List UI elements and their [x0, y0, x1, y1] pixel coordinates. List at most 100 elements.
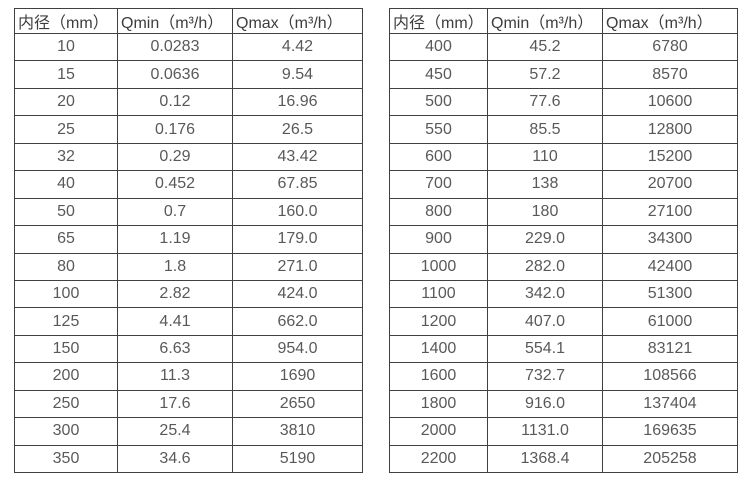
table-cell-0: 80	[14, 252, 118, 281]
table-cell-2: 61000	[602, 307, 738, 336]
table-cell-2: 10600	[602, 87, 738, 117]
table-cell-0: 1600	[389, 362, 488, 391]
table-cell-2: 67.85	[232, 170, 363, 199]
header-cell-1: Qmin（m³/h）	[487, 8, 603, 34]
table-cell-0: 550	[389, 115, 488, 144]
table-cell-2: 205258	[602, 444, 738, 474]
table-cell-1: 282.0	[487, 252, 603, 281]
table-row: 450 57.2 8570	[389, 60, 738, 89]
table-cell-1: 0.0283	[117, 32, 233, 62]
table-row: 125 4.41 662.0	[14, 307, 363, 336]
table-cell-0: 1100	[389, 279, 488, 309]
table-row: 65 1.19 179.0	[14, 225, 363, 254]
table-cell-1: 180	[487, 197, 603, 227]
table-row: 900 229.0 34300	[389, 225, 738, 254]
table-cell-1: 85.5	[487, 115, 603, 144]
table-cell-0: 700	[389, 170, 488, 199]
table-cell-0: 40	[14, 170, 118, 199]
table-row: 2200 1368.4 205258	[389, 444, 738, 474]
table-cell-1: 407.0	[487, 307, 603, 336]
table-cell-0: 800	[389, 197, 488, 227]
table-cell-1: 0.7	[117, 197, 233, 227]
table-cell-2: 3810	[232, 417, 363, 446]
table-cell-1: 25.4	[117, 417, 233, 446]
table-row: 80 1.8 271.0	[14, 252, 363, 281]
table-cell-0: 350	[14, 444, 118, 474]
table-row: 25 0.176 26.5	[14, 115, 363, 144]
table-cell-0: 15	[14, 60, 118, 89]
table-cell-0: 250	[14, 389, 118, 419]
table-cell-2: 4.42	[232, 32, 363, 62]
table-cell-0: 900	[389, 225, 488, 254]
table-cell-1: 1.8	[117, 252, 233, 281]
table-cell-0: 400	[389, 32, 488, 62]
table-cell-0: 25	[14, 115, 118, 144]
table-cell-2: 9.54	[232, 60, 363, 89]
table-row: 1400 554.1 83121	[389, 334, 738, 364]
table-cell-1: 0.12	[117, 87, 233, 117]
table-cell-1: 0.452	[117, 170, 233, 199]
table-row: 200 11.3 1690	[14, 362, 363, 391]
table-cell-2: 108566	[602, 362, 738, 391]
table-cell-1: 0.0636	[117, 60, 233, 89]
table-cell-1: 732.7	[487, 362, 603, 391]
table-cell-1: 2.82	[117, 279, 233, 309]
table-cell-2: 12800	[602, 115, 738, 144]
table-cell-0: 100	[14, 279, 118, 309]
table-cell-1: 6.63	[117, 334, 233, 364]
table-row: 350 34.6 5190	[14, 444, 363, 474]
table-cell-1: 0.176	[117, 115, 233, 144]
flow-rate-table-small-diameters: 内径（mm） Qmin（m³/h） Qmax（m³/h） 10 0.0283 4.42 15…	[14, 8, 363, 474]
table-cell-2: 6780	[602, 32, 738, 62]
table-cell-1: 138	[487, 170, 603, 199]
table-row: 600 110 15200	[389, 142, 738, 172]
table-cell-0: 150	[14, 334, 118, 364]
header-cell-0: 内径（mm）	[14, 8, 118, 34]
table-row: 400 45.2 6780	[389, 32, 738, 62]
table-row: 1000 282.0 42400	[389, 252, 738, 281]
table-row: 500 77.6 10600	[389, 87, 738, 117]
table-row: 1200 407.0 61000	[389, 307, 738, 336]
table-row: 300 25.4 3810	[14, 417, 363, 446]
table-cell-0: 200	[14, 362, 118, 391]
table-cell-0: 32	[14, 142, 118, 172]
flow-rate-table-large-diameters: 内径（mm） Qmin（m³/h） Qmax（m³/h） 400 45.2 6780 450…	[389, 8, 738, 474]
table-cell-2: 662.0	[232, 307, 363, 336]
table-row: 550 85.5 12800	[389, 115, 738, 144]
table-cell-1: 45.2	[487, 32, 603, 62]
table-row: 800 180 27100	[389, 197, 738, 227]
table-row: 32 0.29 43.42	[14, 142, 363, 172]
table-cell-2: 51300	[602, 279, 738, 309]
table-cell-1: 17.6	[117, 389, 233, 419]
table-cell-1: 1368.4	[487, 444, 603, 474]
table-cell-1: 1.19	[117, 225, 233, 254]
table-cell-0: 10	[14, 32, 118, 62]
header-cell-0: 内径（mm）	[389, 8, 488, 34]
table-cell-0: 20	[14, 87, 118, 117]
flow-table: 内径（mm） Qmin（m³/h） Qmax（m³/h） 400 45.2 6780 450…	[389, 8, 738, 474]
table-row: 150 6.63 954.0	[14, 334, 363, 364]
table-cell-2: 8570	[602, 60, 738, 89]
table-cell-2: 160.0	[232, 197, 363, 227]
table-cell-2: 137404	[602, 389, 738, 419]
table-cell-0: 600	[389, 142, 488, 172]
table-cell-1: 110	[487, 142, 603, 172]
table-cell-2: 27100	[602, 197, 738, 227]
table-row: 20 0.12 16.96	[14, 87, 363, 117]
table-cell-2: 83121	[602, 334, 738, 364]
table-cell-1: 4.41	[117, 307, 233, 336]
table-row: 50 0.7 160.0	[14, 197, 363, 227]
table-row: 1600 732.7 108566	[389, 362, 738, 391]
table-cell-2: 169635	[602, 417, 738, 446]
table-cell-0: 2000	[389, 417, 488, 446]
table-cell-1: 0.29	[117, 142, 233, 172]
table-cell-2: 271.0	[232, 252, 363, 281]
table-row: 700 138 20700	[389, 170, 738, 199]
table-cell-2: 34300	[602, 225, 738, 254]
table-cell-2: 42400	[602, 252, 738, 281]
table-cell-2: 5190	[232, 444, 363, 474]
table-cell-2: 1690	[232, 362, 363, 391]
table-cell-0: 300	[14, 417, 118, 446]
table-row: 2000 1131.0 169635	[389, 417, 738, 446]
